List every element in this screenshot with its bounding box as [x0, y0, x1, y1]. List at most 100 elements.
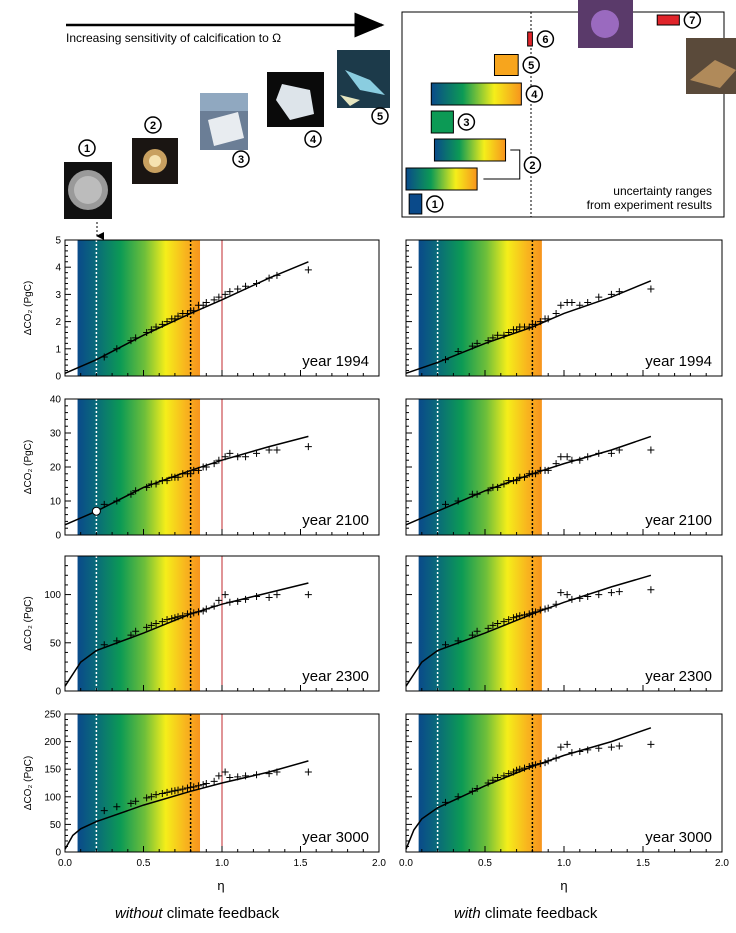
- data-point: [304, 768, 312, 776]
- x-tick-label: 0.0: [58, 858, 72, 869]
- range-badge-label: 1: [432, 199, 438, 211]
- range-bar: [433, 138, 507, 162]
- data-point: [442, 500, 449, 508]
- y-tick-label: 0: [55, 848, 61, 859]
- y-tick-label: 2: [55, 317, 61, 328]
- range-bar: [493, 54, 519, 76]
- data-point: [163, 616, 171, 624]
- y-tick-label: 200: [44, 737, 61, 748]
- x-tick-label: 2.0: [372, 858, 386, 869]
- arrow-label: Increasing sensitivity of calcification …: [66, 31, 281, 45]
- data-point: [521, 473, 528, 481]
- data-point: [187, 470, 195, 478]
- data-point: [484, 337, 492, 345]
- data-point: [528, 609, 536, 617]
- range-badge: [523, 156, 542, 174]
- data-point: [552, 460, 560, 468]
- data-point: [168, 615, 176, 623]
- data-point: [221, 453, 229, 461]
- chart-panel: 0 10 20 30 40 ΔCO₂ (PgC) year 2100: [23, 395, 380, 542]
- y-tick-label: 10: [50, 497, 62, 508]
- data-point: [152, 791, 160, 799]
- x-tick-label: 0.5: [137, 858, 151, 869]
- range-bar: [527, 31, 533, 47]
- data-point: [194, 782, 202, 790]
- data-point: [226, 288, 234, 296]
- data-point: [215, 596, 223, 604]
- data-point: [226, 598, 234, 606]
- y-axis-label: ΔCO₂ (PgC): [23, 596, 34, 650]
- data-point: [179, 612, 187, 620]
- data-point: [113, 497, 121, 505]
- x-tick-label: 0.0: [399, 858, 413, 869]
- data-point: [221, 290, 229, 298]
- data-point: [468, 787, 476, 795]
- data-point: [454, 348, 462, 356]
- data-point: [100, 353, 108, 361]
- data-point: [215, 772, 223, 780]
- data-point: [210, 777, 218, 785]
- data-point: [607, 290, 615, 298]
- data-point: [174, 786, 182, 794]
- data-point: [473, 490, 481, 498]
- data-point: [454, 793, 462, 801]
- data-point: [442, 798, 449, 806]
- data-point: [557, 301, 565, 309]
- panels: 0 1 2 3 4 5 ΔCO₂ (PgC) year 1994 year 1994 0 10 20 3…: [23, 236, 729, 870]
- x-tick-label: 1.0: [557, 858, 571, 869]
- model-curve: [405, 727, 652, 850]
- data-point: [484, 487, 492, 495]
- data-point: [171, 614, 179, 622]
- range-badge: [536, 30, 555, 48]
- data-point: [541, 759, 549, 767]
- data-point: [273, 591, 281, 599]
- model-curve: [64, 582, 309, 687]
- data-point: [147, 621, 155, 629]
- data-point: [595, 591, 603, 599]
- data-point: [143, 623, 151, 631]
- y-tick-label: 250: [44, 710, 61, 721]
- chart-panel: 0 50 100 ΔCO₂ (PgC) year 2300: [23, 555, 380, 698]
- data-point: [127, 799, 135, 807]
- data-point: [171, 787, 179, 795]
- data-point: [509, 768, 517, 776]
- thumbnail-1: 1: [64, 139, 112, 219]
- chart-panel: 0.0 0.5 1.0 1.5 2.0 year 3000: [399, 713, 729, 869]
- data-point: [234, 453, 242, 461]
- data-point: [607, 743, 615, 751]
- year-label: year 1994: [645, 353, 712, 370]
- data-point: [242, 772, 250, 780]
- y-axis-label: ΔCO₂ (PgC): [23, 756, 34, 810]
- x-axis-label-left: η: [217, 878, 224, 893]
- y-tick-label: 50: [50, 820, 62, 831]
- data-point: [576, 456, 584, 464]
- data-point: [500, 772, 508, 780]
- data-point: [152, 323, 160, 331]
- data-point: [253, 771, 261, 779]
- data-point: [516, 612, 524, 620]
- data-point: [147, 793, 155, 801]
- data-point: [273, 446, 281, 454]
- badge-4: 4: [310, 134, 317, 146]
- highlight-point: [91, 506, 101, 516]
- range-badge: [522, 56, 540, 74]
- model-curve: [64, 760, 309, 850]
- data-point: [489, 621, 497, 629]
- data-point: [544, 604, 552, 612]
- data-point: [158, 320, 166, 328]
- data-point: [595, 449, 603, 457]
- data-point: [100, 807, 108, 815]
- data-point: [234, 773, 242, 781]
- data-point: [536, 318, 544, 326]
- data-point: [536, 760, 544, 768]
- data-point: [265, 770, 273, 778]
- year-label: year 3000: [302, 829, 369, 846]
- data-point: [253, 449, 261, 457]
- data-point: [484, 779, 492, 787]
- data-point: [163, 318, 171, 326]
- data-point: [163, 788, 171, 796]
- data-point: [158, 618, 166, 626]
- data-point: [127, 337, 135, 345]
- range-badge-label: 5: [528, 60, 534, 72]
- data-point: [194, 608, 202, 616]
